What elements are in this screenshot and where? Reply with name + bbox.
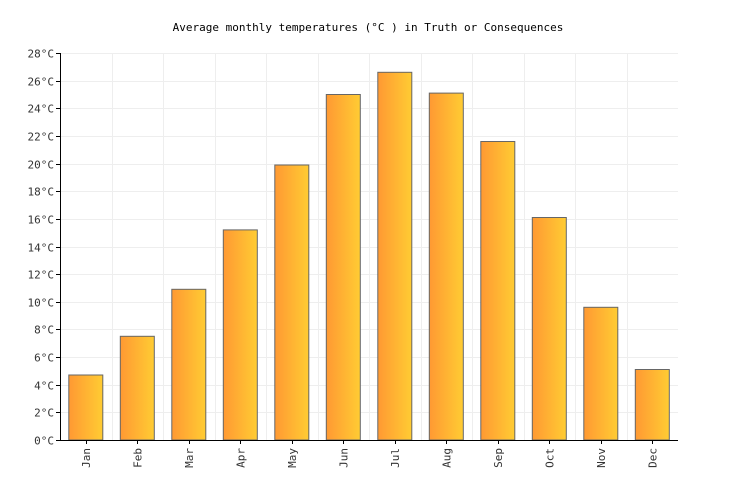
x-tick-label: Oct [543,448,556,468]
y-tick-label: 28°C [28,48,55,61]
y-tick-label: 10°C [28,297,55,310]
x-tick-label: Nov [595,448,608,468]
bars [68,71,670,441]
x-tick-label: Dec [646,448,659,468]
x-tick-label: Jun [337,448,350,468]
bar-apr[interactable] [222,229,258,441]
axes [60,53,678,441]
bar-jul[interactable] [377,71,413,441]
x-axis-ticks: Jan Feb Mar Apr May Jun Jul Aug Sep Oct Nov Dec [80,440,659,468]
y-tick-label: 16°C [28,214,55,227]
bar-mar[interactable] [171,288,207,441]
bar-sep[interactable] [480,141,516,441]
bar-jan[interactable] [68,374,104,441]
bar-nov[interactable] [583,306,619,441]
x-tick-label: Jan [80,448,93,468]
bar-feb[interactable] [119,335,155,441]
x-tick-label: Aug [440,448,453,468]
bar-dec[interactable] [634,369,670,441]
grid-lines [60,53,678,440]
x-tick-label: Mar [183,448,196,468]
chart-title: Average monthly temperatures (°C ) in Tr… [173,21,564,34]
x-tick-label: Apr [234,448,247,468]
y-tick-label: 22°C [28,131,55,144]
y-tick-label: 26°C [28,76,55,89]
x-tick-label: Jul [389,448,402,468]
y-tick-label: 18°C [28,186,55,199]
y-tick-label: 12°C [28,269,55,282]
bar-may[interactable] [274,164,310,441]
bar-jun[interactable] [325,94,361,441]
y-tick-label: 4°C [34,380,54,393]
y-axis-ticks: 0°C 2°C 4°C 6°C 8°C 10°C 12°C 14°C 16°C 18°C 20°C 2… [28,48,60,448]
y-tick-label: 0°C [34,435,54,448]
y-tick-label: 20°C [28,159,55,172]
y-tick-label: 6°C [34,352,54,365]
bar-aug[interactable] [428,92,464,441]
x-tick-label: Feb [131,448,144,468]
y-tick-label: 14°C [28,242,55,255]
y-tick-label: 24°C [28,103,55,116]
bar-oct[interactable] [531,217,567,441]
x-tick-label: May [286,448,299,468]
x-tick-label: Sep [492,448,505,468]
y-tick-label: 2°C [34,407,54,420]
y-tick-label: 8°C [34,324,54,337]
